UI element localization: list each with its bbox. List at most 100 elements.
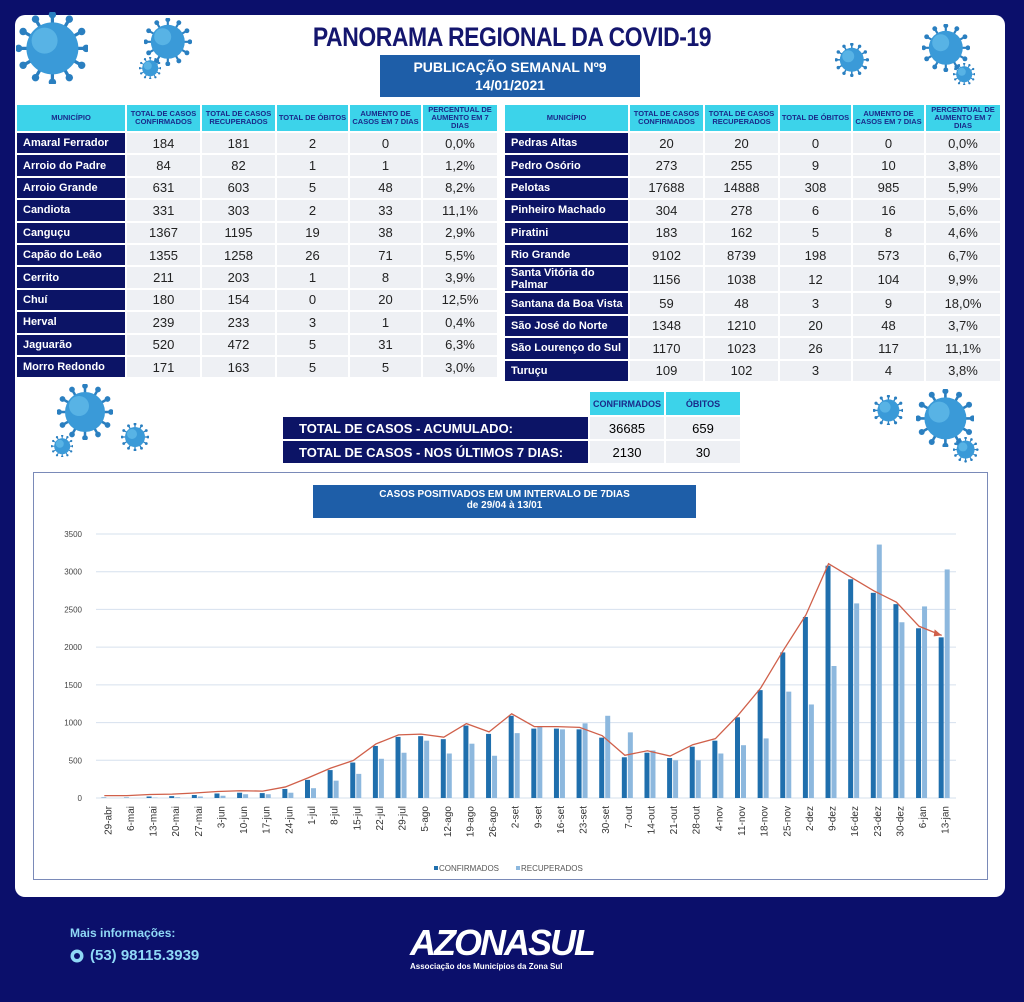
- column-header: TOTAL DE CASOS CONFIRMADOS: [630, 105, 703, 131]
- bar-recuperados: [650, 750, 656, 798]
- cell-value: 38: [350, 222, 421, 243]
- cell-value: 117: [853, 338, 924, 359]
- cell-value: 273: [630, 155, 703, 176]
- x-tick-label: 10-jun: [239, 806, 250, 834]
- chart-container: CASOS POSITIVADOS EM UM INTERVALO DE 7DI…: [33, 472, 988, 880]
- municipality-name: Santa Vitória do Palmar: [505, 267, 628, 292]
- logo-text: AZONASUL: [410, 922, 596, 963]
- y-tick-label: 3500: [64, 530, 82, 539]
- legend-label: RECUPERADOS: [521, 864, 583, 873]
- x-tick-label: 19-ago: [465, 806, 476, 838]
- totals-row: TOTAL DE CASOS - NOS ÚLTIMOS 7 DIAS: 2130…: [283, 441, 740, 463]
- bar-recuperados: [695, 760, 701, 798]
- bar-confirmados: [621, 757, 627, 798]
- bar-confirmados: [644, 752, 650, 798]
- bar-confirmados: [463, 725, 469, 798]
- bar-recuperados: [944, 569, 950, 798]
- bar-recuperados: [356, 773, 362, 798]
- cell-value: 48: [350, 177, 421, 199]
- cell-value: 1367: [127, 222, 200, 243]
- cell-value: 1: [350, 312, 421, 333]
- table-row: Arroio do Padre 84 82 1 1 1,2%: [17, 155, 497, 176]
- bar-recuperados: [922, 606, 928, 798]
- cell-value: 1258: [202, 244, 275, 266]
- totals-confirmed: 2130: [590, 441, 664, 463]
- bar-recuperados: [401, 752, 407, 798]
- table-row: Pelotas 17688 14888 308 985 5,9%: [505, 177, 1000, 199]
- bar-confirmados: [553, 728, 559, 798]
- bar-recuperados: [582, 723, 588, 798]
- bar-confirmados: [214, 793, 220, 798]
- legend-label: CONFIRMADOS: [439, 864, 499, 873]
- cell-value: 5: [350, 356, 421, 378]
- cell-value: 109: [630, 360, 703, 381]
- totals-confirmed: 36685: [590, 417, 664, 439]
- bar-recuperados: [627, 732, 633, 798]
- cell-value: 3: [780, 360, 851, 381]
- bar-confirmados: [893, 604, 899, 798]
- bar-confirmados: [576, 729, 582, 798]
- y-tick-label: 2500: [64, 605, 82, 614]
- cell-value: 5,5%: [423, 244, 497, 266]
- bar-confirmados: [531, 728, 537, 798]
- column-header: MUNICÍPIO: [17, 105, 125, 131]
- totals-label: TOTAL DE CASOS - NOS ÚLTIMOS 7 DIAS:: [283, 441, 588, 463]
- bar-recuperados: [288, 792, 294, 798]
- x-tick-label: 15-jul: [352, 806, 363, 830]
- bar-confirmados: [372, 745, 378, 798]
- bar-confirmados: [599, 737, 605, 798]
- cell-value: 6: [780, 200, 851, 221]
- x-tick-label: 26-ago: [488, 806, 499, 838]
- table-row: Chuí 180 154 0 20 12,5%: [17, 289, 497, 311]
- legend-swatch: [516, 866, 520, 870]
- cell-value: 5: [277, 177, 348, 199]
- bar-recuperados: [424, 740, 430, 798]
- bar-confirmados: [350, 762, 356, 798]
- bar-confirmados: [418, 736, 424, 798]
- column-header: TOTAL DE ÓBITOS: [780, 105, 851, 131]
- bar-confirmados: [689, 746, 695, 798]
- table-row: Piratini 183 162 5 8 4,6%: [505, 222, 1000, 243]
- cell-value: 573: [853, 244, 924, 266]
- cell-value: 19: [277, 222, 348, 243]
- cell-value: 0: [277, 289, 348, 311]
- bar-confirmados: [916, 628, 922, 798]
- cell-value: 520: [127, 334, 200, 355]
- column-header: MUNICÍPIO: [505, 105, 628, 131]
- column-header: AUMENTO DE CASOS EM 7 DIAS: [350, 105, 421, 131]
- municipality-name: Candiota: [17, 200, 125, 221]
- cell-value: 10: [853, 155, 924, 176]
- x-tick-label: 30-dez: [895, 806, 906, 837]
- totals-header-confirmed: CONFIRMADOS: [590, 392, 664, 415]
- municipality-name: Canguçu: [17, 222, 125, 243]
- municipality-table-left: MUNICÍPIO TOTAL DE CASOS CONFIRMADOS TOTAL…: [15, 103, 499, 379]
- bar-confirmados: [486, 733, 492, 798]
- municipality-name: Rio Grande: [505, 244, 628, 266]
- table-row: Cerrito 211 203 1 8 3,9%: [17, 267, 497, 288]
- cell-value: 0,0%: [926, 133, 1000, 154]
- x-tick-label: 6-mai: [126, 806, 137, 831]
- cell-value: 6,3%: [423, 334, 497, 355]
- cell-value: 154: [202, 289, 275, 311]
- cell-value: 1348: [630, 315, 703, 337]
- y-tick-label: 3000: [64, 568, 82, 577]
- bar-confirmados: [712, 740, 718, 798]
- bar-recuperados: [537, 726, 543, 798]
- bar-confirmados: [169, 796, 175, 798]
- table-row: Amaral Ferrador 184 181 2 0 0,0%: [17, 133, 497, 154]
- municipality-table-right: MUNICÍPIO TOTAL DE CASOS CONFIRMADOS TOTAL…: [503, 103, 1002, 383]
- bar-confirmados: [667, 758, 673, 798]
- totals-header-deaths: ÓBITOS: [666, 392, 740, 415]
- cell-value: 603: [202, 177, 275, 199]
- cell-value: 1355: [127, 244, 200, 266]
- totals-spacer: [283, 392, 588, 415]
- cell-value: 2: [277, 200, 348, 221]
- cell-value: 17688: [630, 177, 703, 199]
- cell-value: 48: [853, 315, 924, 337]
- table-row: Pinheiro Machado 304 278 6 16 5,6%: [505, 200, 1000, 221]
- table-row: Herval 239 233 3 1 0,4%: [17, 312, 497, 333]
- municipality-name: Herval: [17, 312, 125, 333]
- y-tick-label: 1000: [64, 719, 82, 728]
- cell-value: 1023: [705, 338, 778, 359]
- x-tick-label: 30-set: [601, 806, 612, 834]
